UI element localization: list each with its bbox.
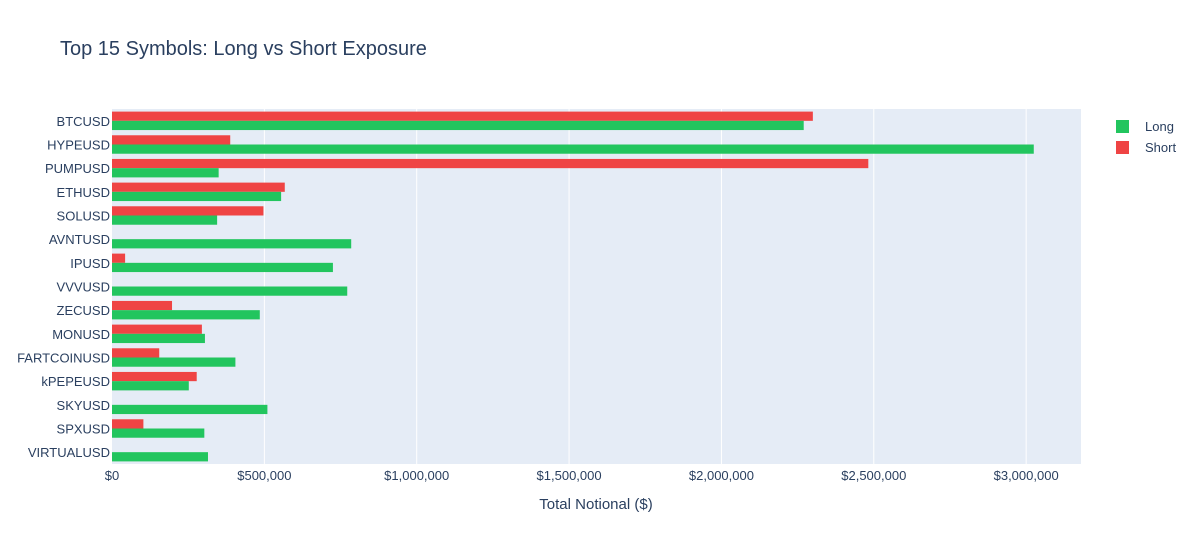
bar-long-VVVUSD[interactable] bbox=[112, 286, 348, 296]
y-tick-label: ETHUSD bbox=[57, 185, 110, 200]
bar-short-BTCUSD[interactable] bbox=[112, 111, 813, 121]
y-tick-label: HYPEUSD bbox=[47, 138, 110, 153]
y-tick-label: kPEPEUSD bbox=[41, 374, 110, 389]
bar-short-FARTCOINUSD[interactable] bbox=[112, 348, 160, 358]
y-axis-tick-labels: BTCUSD HYPEUSD PUMPUSD ETHUSD SOLUSD AVNTUSD I… bbox=[17, 114, 110, 460]
y-tick-label: BTCUSD bbox=[57, 114, 110, 129]
bar-short-ZECUSD[interactable] bbox=[112, 300, 173, 311]
bar-short-SPXUSD[interactable] bbox=[112, 419, 144, 429]
y-tick-label: ZECUSD bbox=[57, 303, 110, 318]
y-tick-label: SOLUSD bbox=[57, 209, 110, 224]
x-tick-label: $500,000 bbox=[237, 468, 291, 483]
y-tick-label: PUMPUSD bbox=[45, 161, 110, 176]
legend-item-short[interactable]: Short bbox=[1116, 140, 1176, 155]
bar-long-FARTCOINUSD[interactable] bbox=[112, 357, 236, 367]
x-tick-label: $0 bbox=[105, 468, 119, 483]
bar-long-PUMPUSD[interactable] bbox=[112, 168, 219, 178]
y-tick-label: SKYUSD bbox=[57, 398, 110, 413]
legend-item-long[interactable]: Long bbox=[1116, 119, 1174, 134]
x-axis-title: Total Notional ($) bbox=[539, 496, 652, 513]
legend[interactable]: Long Short bbox=[1116, 119, 1176, 155]
bar-long-MONUSD[interactable] bbox=[112, 333, 205, 344]
x-tick-label: $3,000,000 bbox=[994, 468, 1059, 483]
x-tick-label: $2,000,000 bbox=[689, 468, 754, 483]
bar-long-AVNTUSD[interactable] bbox=[112, 239, 352, 249]
bar-short-HYPEUSD[interactable] bbox=[112, 135, 231, 145]
legend-swatch-short bbox=[1116, 141, 1129, 154]
bar-long-IPUSD[interactable] bbox=[112, 262, 333, 273]
bar-long-HYPEUSD[interactable] bbox=[112, 144, 1034, 154]
y-tick-label: AVNTUSD bbox=[49, 232, 110, 247]
bar-long-kPEPEUSD[interactable] bbox=[112, 381, 189, 391]
bar-short-kPEPEUSD[interactable] bbox=[112, 371, 197, 382]
bar-short-PUMPUSD[interactable] bbox=[112, 158, 869, 169]
bar-long-VIRTUALUSD[interactable] bbox=[112, 452, 208, 462]
legend-swatch-long bbox=[1116, 120, 1129, 133]
bar-long-ETHUSD[interactable] bbox=[112, 191, 282, 202]
chart-title: Top 15 Symbols: Long vs Short Exposure bbox=[60, 38, 427, 60]
bar-long-ZECUSD[interactable] bbox=[112, 310, 260, 320]
x-tick-label: $2,500,000 bbox=[841, 468, 906, 483]
gridlines bbox=[263, 109, 1027, 464]
legend-label: Short bbox=[1145, 140, 1176, 155]
bar-short-MONUSD[interactable] bbox=[112, 324, 202, 334]
bar-short-SOLUSD[interactable] bbox=[112, 206, 264, 216]
y-tick-label: VIRTUALUSD bbox=[28, 445, 110, 460]
bar-long-SKYUSD[interactable] bbox=[112, 404, 268, 415]
bar-long-SPXUSD[interactable] bbox=[112, 428, 205, 438]
bar-short-IPUSD[interactable] bbox=[112, 253, 126, 263]
x-tick-label: $1,500,000 bbox=[537, 468, 602, 483]
bars bbox=[112, 111, 1034, 462]
bar-long-BTCUSD[interactable] bbox=[112, 120, 804, 131]
bar-long-SOLUSD[interactable] bbox=[112, 215, 218, 225]
y-tick-label: FARTCOINUSD bbox=[17, 351, 110, 366]
y-tick-label: SPXUSD bbox=[57, 422, 110, 437]
x-tick-label: $1,000,000 bbox=[384, 468, 449, 483]
y-tick-label: IPUSD bbox=[70, 256, 110, 271]
bar-short-ETHUSD[interactable] bbox=[112, 182, 285, 192]
x-axis-tick-labels: $0 $500,000 $1,000,000 $1,500,000 $2,000,000… bbox=[105, 468, 1059, 483]
y-tick-label: MONUSD bbox=[52, 327, 110, 342]
legend-label: Long bbox=[1145, 119, 1174, 134]
y-tick-label: VVVUSD bbox=[57, 280, 110, 295]
